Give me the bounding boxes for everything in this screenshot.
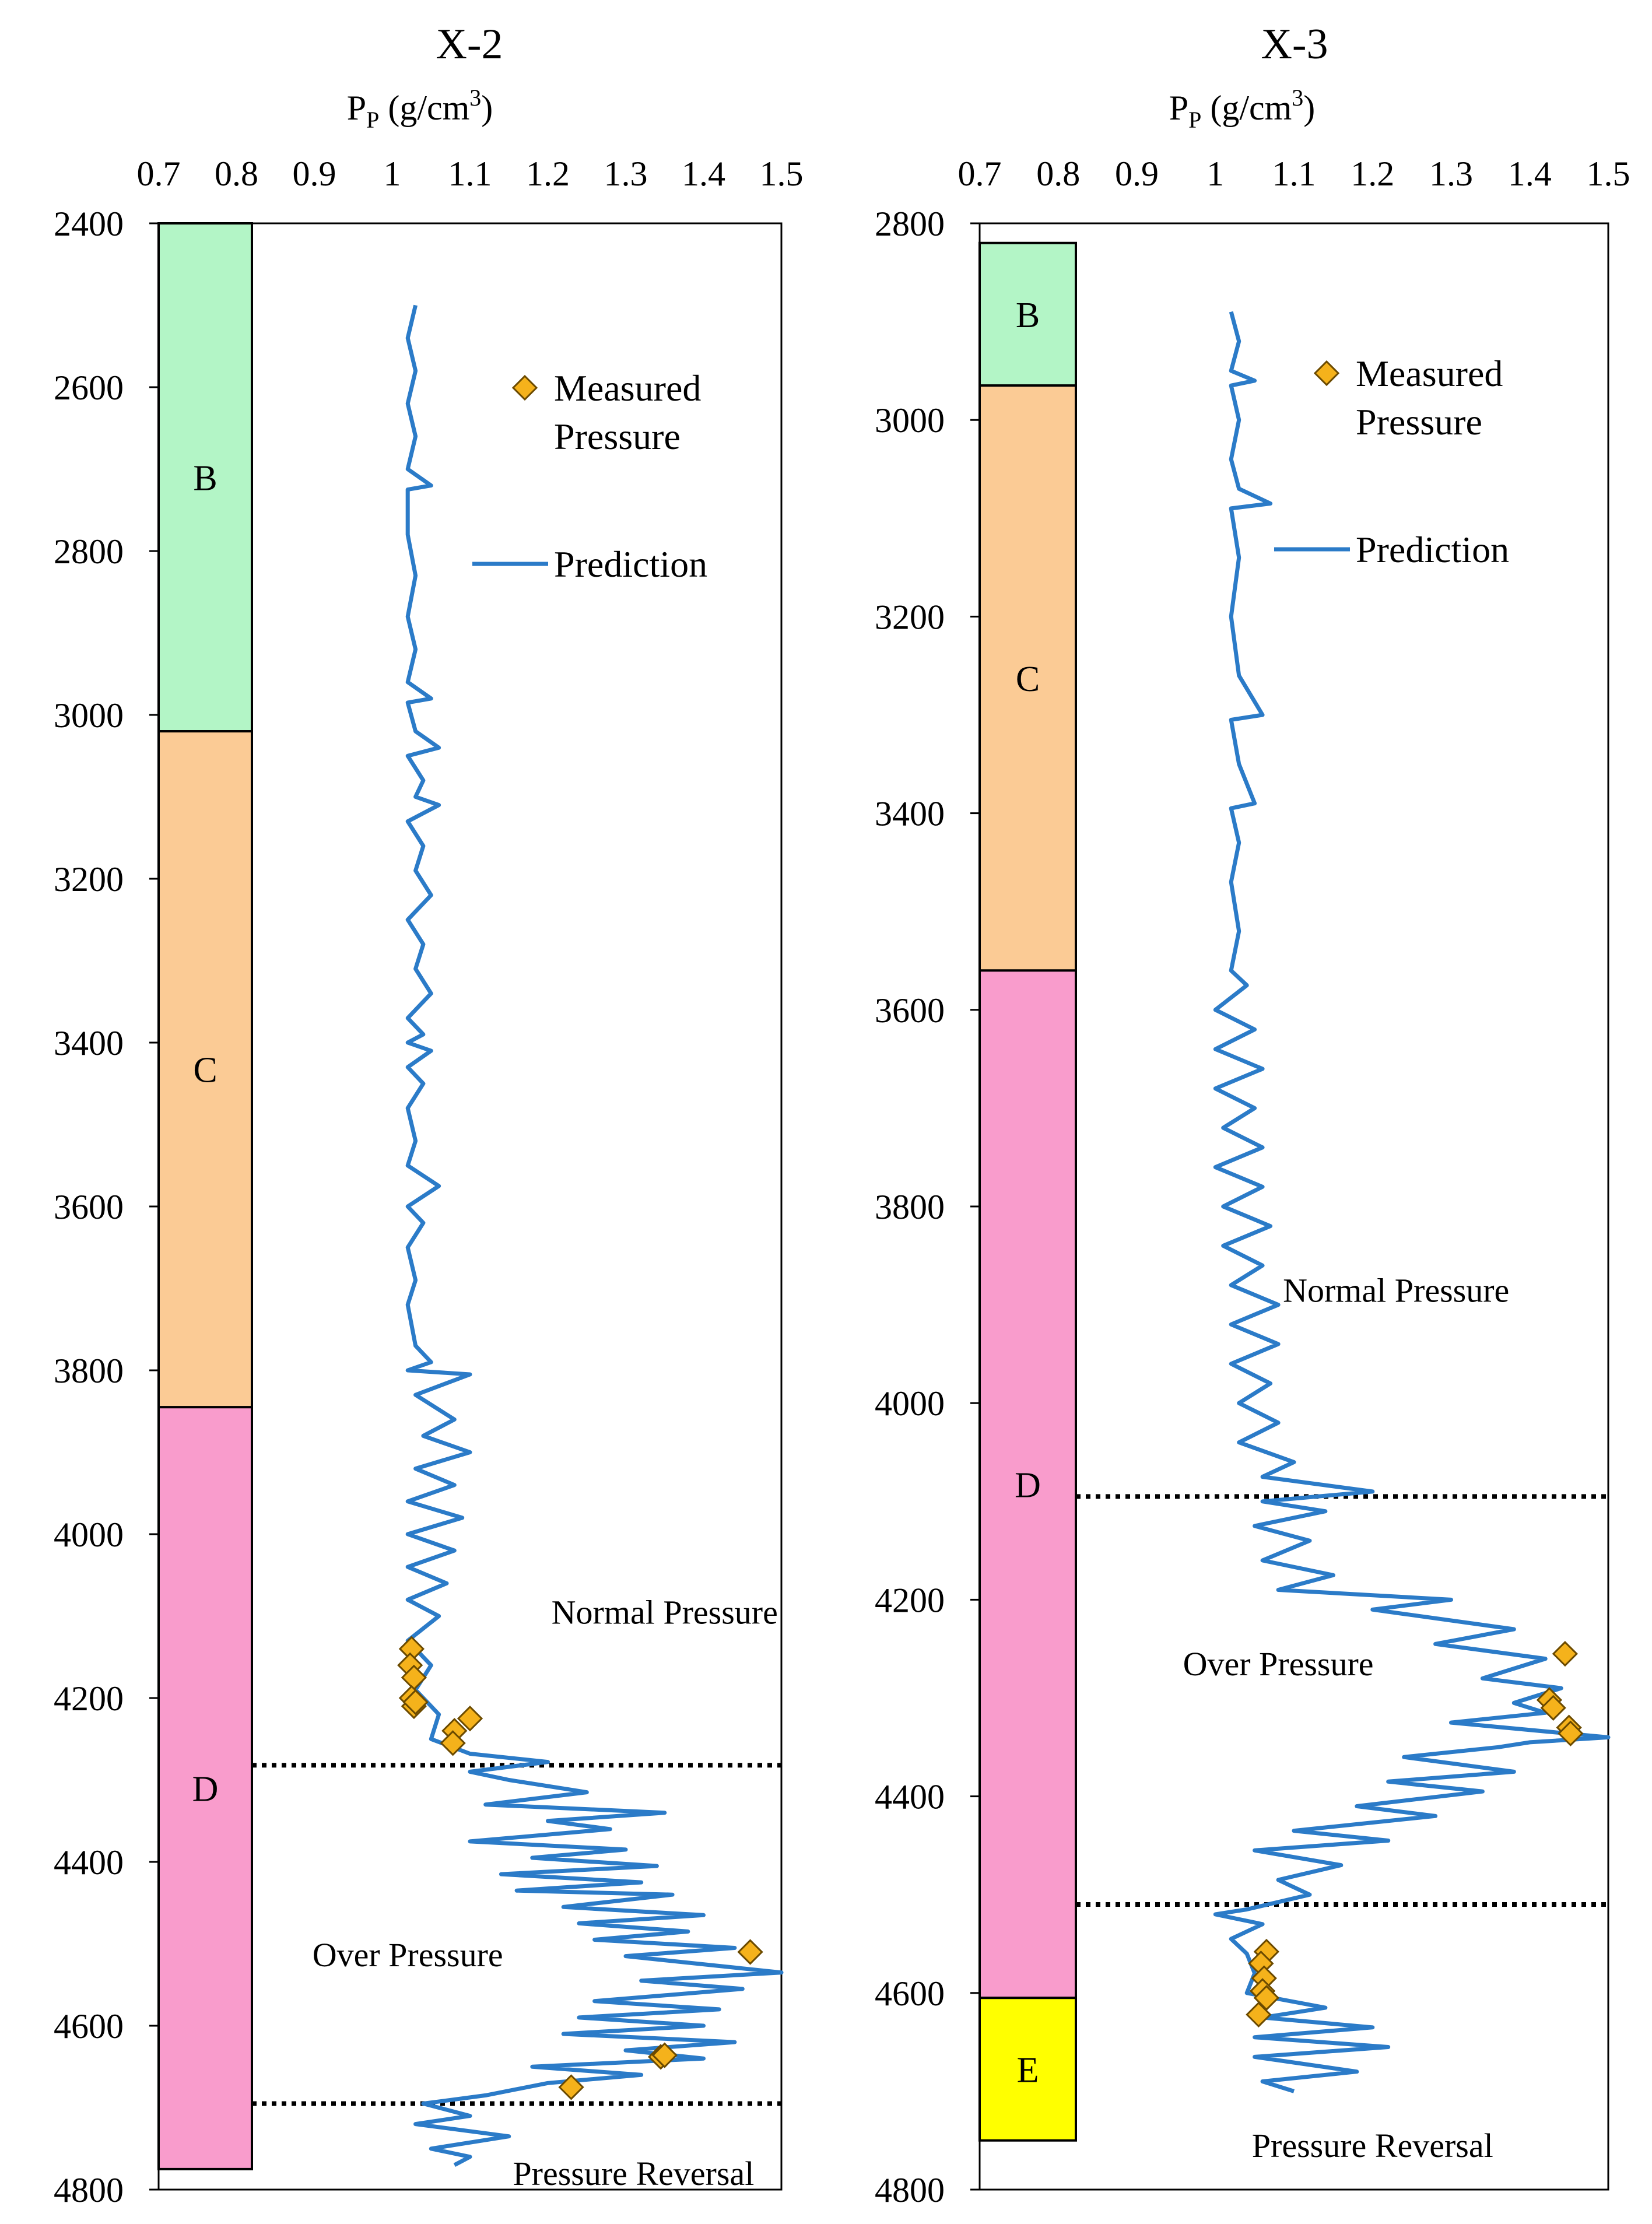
y-tick-label: 3400: [875, 795, 945, 833]
x-tick-label: 1: [384, 155, 401, 193]
y-tick-label: 3800: [875, 1188, 945, 1226]
x-axis-label-superscript: 3: [1292, 85, 1303, 111]
y-tick-label: 2800: [875, 205, 945, 243]
y-tick-label: 4400: [54, 1843, 124, 1882]
y-tick-label: 4800: [875, 2171, 945, 2209]
x-tick-label: 1.1: [1272, 155, 1316, 193]
x-tick-label: 1: [1206, 155, 1224, 193]
y-tick-label: 3600: [54, 1188, 124, 1226]
chart-title: X-2: [436, 20, 503, 68]
x-tick-label: 0.9: [293, 155, 336, 193]
measured-pressure-point: [1253, 1985, 1279, 2011]
measured-pressure-point: [440, 1730, 466, 1756]
y-tick-label: 3400: [54, 1024, 124, 1062]
zone-label: C: [193, 1051, 217, 1090]
annotation-label: Over Pressure: [1183, 1645, 1374, 1683]
legend-measured-label: Measured: [554, 367, 701, 409]
x-tick-label: 1.3: [1429, 155, 1473, 193]
measured-pressure-point: [651, 2042, 678, 2068]
x-tick-label: 0.8: [215, 155, 258, 193]
x-tick-label: 1.2: [526, 155, 570, 193]
y-tick-label: 4600: [54, 2007, 124, 2046]
x-tick-label: 1.2: [1351, 155, 1394, 193]
annotation-label: Pressure Reversal: [513, 2155, 754, 2193]
measured-pressure-point: [402, 1689, 429, 1716]
y-tick-label: 3200: [54, 860, 124, 899]
zone-label: C: [1016, 660, 1040, 699]
chart-panel-x-2: X-2 PP (g/cm3) 0.7 0.8 0.9 1 1.1 1.2 1.3 1.4 1.5 24…: [54, 20, 804, 2209]
x-axis-label-symbol: P: [1169, 89, 1188, 127]
measured-pressure-point: [457, 1706, 483, 1732]
zone-label: E: [1017, 2050, 1039, 2090]
x-axis-label-subscript: P: [1188, 107, 1201, 133]
measured-pressure-point: [737, 1939, 763, 1965]
x-axis-label: PP (g/cm3): [1169, 85, 1316, 133]
measured-pressure-point: [1558, 1720, 1584, 1746]
chart-panel-x-3: X-3 PP (g/cm3) 0.7 0.8 0.9 1 1.1 1.2 1.3 1.4 1.5 28…: [875, 20, 1630, 2209]
zone-b: [157, 222, 253, 733]
x-axis-label-symbol: P: [347, 89, 366, 127]
x-axis-label-unit: (g/cm: [1201, 89, 1292, 127]
y-tick-label: 3800: [54, 1352, 124, 1390]
prediction-series-line: [405, 304, 784, 2167]
chart-title: X-3: [1261, 20, 1328, 68]
measured-pressure-point: [1552, 1641, 1579, 1667]
y-tick-label: 2600: [54, 369, 124, 407]
x-tick-label: 1.5: [760, 155, 804, 193]
x-tick-label: 1.4: [682, 155, 725, 193]
annotation-label: Normal Pressure: [552, 1593, 778, 1631]
y-tick-label: 3200: [875, 598, 945, 636]
zone-label: D: [1015, 1465, 1041, 1505]
zone-d: [157, 1406, 253, 2170]
y-tick-label: 4200: [875, 1581, 945, 1619]
annotation-label: Normal Pressure: [1283, 1271, 1509, 1309]
x-axis-label-unit: (g/cm: [379, 89, 469, 127]
y-tick-label: 3600: [875, 991, 945, 1030]
zone-label: D: [192, 1770, 219, 1809]
legend-prediction-label: Prediction: [1356, 529, 1509, 570]
zone-e: [978, 1997, 1077, 2142]
y-tick-label: 4000: [875, 1384, 945, 1423]
x-tick-label: 0.9: [1115, 155, 1159, 193]
prediction-series-line: [1213, 311, 1611, 2093]
legend-measured-marker: [511, 374, 538, 401]
legend-measured-marker: [1313, 360, 1340, 387]
x-tick-label: 1.3: [604, 155, 648, 193]
x-axis-label-end: ): [481, 89, 493, 127]
zone-b: [978, 241, 1077, 387]
legend-measured-label: Measured: [1356, 353, 1503, 394]
x-axis-label: PP (g/cm3): [347, 85, 493, 133]
x-tick-label: 1.5: [1587, 155, 1630, 193]
measured-pressure-point: [1246, 2001, 1272, 2028]
y-tick-label: 3000: [875, 401, 945, 440]
y-tick-label: 4400: [875, 1778, 945, 1816]
x-tick-label: 0.7: [137, 155, 181, 193]
zone-label: B: [1016, 296, 1040, 335]
y-tick-label: 2400: [54, 205, 124, 243]
legend-measured-label: Pressure: [554, 416, 681, 457]
measured-pressure-point: [1540, 1695, 1566, 1721]
y-tick-label: 4600: [875, 1974, 945, 2013]
y-tick-label: 4000: [54, 1516, 124, 1554]
y-tick-label: 2800: [54, 532, 124, 571]
y-tick-label: 4200: [54, 1679, 124, 1718]
x-axis-label-subscript: P: [366, 107, 379, 133]
zone-c: [978, 384, 1077, 972]
annotation-label: Over Pressure: [313, 1936, 503, 1974]
y-tick-label: 4800: [54, 2171, 124, 2209]
x-tick-label: 1.1: [448, 155, 492, 193]
x-tick-label: 1.4: [1508, 155, 1552, 193]
x-tick-label: 0.8: [1036, 155, 1080, 193]
y-tick-label: 3000: [54, 696, 124, 735]
annotation-label: Pressure Reversal: [1252, 2127, 1493, 2165]
legend-prediction-label: Prediction: [554, 543, 707, 585]
legend-measured-label: Pressure: [1356, 401, 1482, 443]
zone-d: [978, 969, 1077, 2000]
x-axis-label-superscript: 3: [469, 85, 481, 111]
measured-pressure-point: [558, 2074, 584, 2100]
x-tick-label: 0.7: [958, 155, 1002, 193]
zone-label: B: [193, 459, 217, 499]
x-axis-label-end: ): [1303, 89, 1315, 127]
